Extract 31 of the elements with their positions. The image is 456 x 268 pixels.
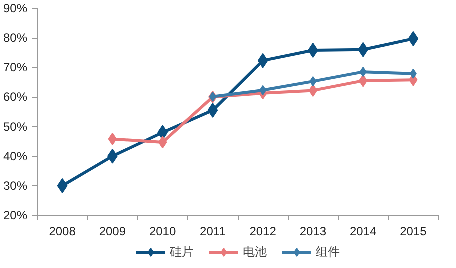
x-tick-label: 2010 — [149, 224, 176, 238]
y-tick-label: 50% — [3, 120, 28, 134]
point — [57, 178, 68, 194]
point — [308, 84, 318, 97]
point — [208, 103, 218, 118]
point — [408, 31, 419, 46]
x-tick-label: 2014 — [350, 224, 377, 238]
point — [310, 76, 317, 87]
legend-label: 电池 — [243, 244, 267, 260]
x-tick-label: 2011 — [200, 224, 226, 238]
point — [358, 74, 368, 88]
point — [258, 53, 268, 68]
y-tick-label: 80% — [3, 31, 28, 46]
x-tick-label: 2009 — [99, 224, 126, 238]
point — [360, 67, 367, 78]
point — [158, 136, 168, 149]
y-tick-label: 70% — [3, 60, 28, 75]
x-tick-label: 2008 — [49, 224, 76, 238]
x-tick-label: 2015 — [400, 224, 428, 238]
legend-label: 硅片 — [170, 244, 194, 260]
point — [410, 68, 417, 79]
y-tick-label: 60% — [3, 90, 28, 104]
y-tick-label: 90% — [3, 2, 28, 16]
y-tick-label: 20% — [3, 208, 28, 222]
y-tick-label: 30% — [3, 178, 28, 193]
point — [108, 132, 118, 146]
y-tick-label: 40% — [3, 149, 28, 164]
legend-label: 组件 — [316, 244, 340, 260]
point — [260, 85, 267, 96]
x-tick-label: 2013 — [300, 224, 327, 238]
x-tick-label: 2012 — [250, 224, 277, 238]
